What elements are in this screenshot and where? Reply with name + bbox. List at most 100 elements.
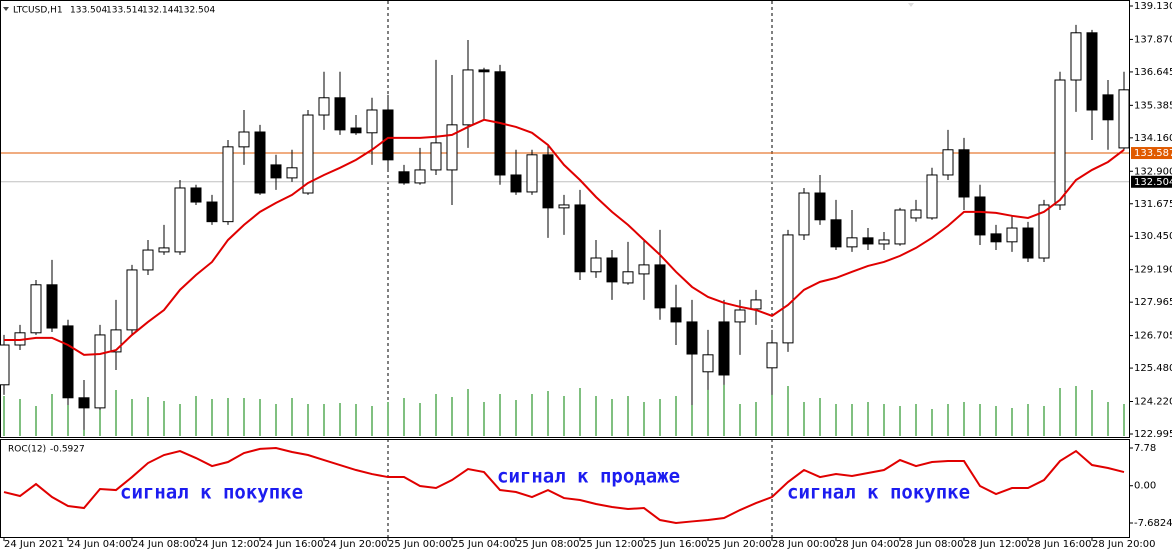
header-value: 132.504 [178,6,215,16]
header-value: 132.144 [142,6,179,16]
roc-line [3,446,1125,525]
candle-body [686,321,698,355]
candle-body [862,237,874,245]
candle-body [542,154,554,209]
header-value: 133.514 [106,6,143,16]
moving-average-line [4,118,1125,356]
candle-body [910,209,922,219]
y-tick-label: 122.995 [1134,429,1172,440]
x-tick-label: 28 Jun 12:00 [964,539,1028,550]
y-tick-label: -7.6824 [1134,518,1172,529]
chart-title: LTCUSD,H1 [13,6,63,16]
candle-body [1070,32,1082,81]
candle-body [766,342,778,369]
candle-body [110,329,122,353]
x-tick-label: 28 Jun 04:00 [836,539,900,550]
x-tick-label: 25 Jun 16:00 [644,539,708,550]
candle-body [398,171,410,184]
x-tick-label: 25 Jun 20:00 [708,539,772,550]
candle-body [942,149,954,176]
y-tick-label: 0.00 [1134,481,1156,492]
y-tick-label: 124.220 [1134,397,1172,408]
candle-body [830,219,842,248]
scroll-marker [908,3,914,7]
x-tick-label: 28 Jun 00:00 [772,539,836,550]
candle-body [286,167,298,179]
x-tick-label: 25 Jun 04:00 [452,539,516,550]
candle-body [462,69,474,126]
annotation: сигнал к покупке [120,482,303,504]
x-tick-label: 25 Jun 12:00 [580,539,644,550]
candle-body [334,97,346,131]
candle-body [782,234,794,344]
candle-body [558,204,570,209]
candle-body [62,325,74,399]
candle-body [654,264,666,309]
y-tick-label: 130.450 [1134,231,1172,242]
candle-body [0,344,10,386]
candle-body [974,196,986,236]
x-tick-label: 25 Jun 08:00 [516,539,580,550]
candle-body [430,142,442,171]
header-value: 133.504 [70,6,107,16]
candle-body [350,127,362,134]
candle-body [46,284,58,329]
candle-body [574,204,586,273]
candle-body [638,264,650,275]
x-tick-label: 24 Jun 04:00 [68,539,132,550]
candle-body [670,307,682,323]
candle-body [734,309,746,323]
indicator-header-value: -0.5927 [50,445,85,455]
candle-body [254,131,266,194]
candle-body [222,146,234,223]
candle-body [798,192,810,236]
y-tick-label: 139.130 [1134,1,1172,12]
y-tick-label: 126.705 [1134,331,1172,342]
y-tick-label: 132.900 [1134,166,1172,177]
candle-body [126,269,138,331]
candle-body [958,149,970,198]
candle-body [1022,227,1034,259]
candle-body [414,169,426,184]
price-level-label: 132.504 [1134,177,1172,188]
x-tick-label: 28 Jun 08:00 [900,539,964,550]
main-panel-frame [0,0,1130,438]
candle-body [94,334,106,409]
x-tick-label: 25 Jun 00:00 [388,539,452,550]
y-tick-label: 134.160 [1134,133,1172,144]
x-tick-label: 24 Jun 08:00 [132,539,196,550]
x-tick-label: 24 Jun 16:00 [260,539,324,550]
x-tick-label: 24 Jun 20:00 [324,539,388,550]
candle-body [142,249,154,271]
candle-body [510,174,522,193]
candle-body [606,257,618,283]
y-tick-label: 127.965 [1134,297,1172,308]
candle-body [702,354,714,373]
candle-body [926,174,938,219]
candle-body [1038,204,1050,259]
candle-body [814,192,826,221]
x-tick-label: 24 Jun 12:00 [196,539,260,550]
candle-body [894,209,906,245]
candle-body [878,239,890,245]
price-level-label: 133.587 [1134,148,1172,159]
candle-body [446,124,458,171]
annotation: сигнал к покупке [787,482,970,504]
candle-body [30,284,42,334]
candle-body [1006,227,1018,243]
candle-body [1102,94,1114,121]
indicator-title: ROC(12) [8,445,46,455]
candle-body [1054,79,1066,206]
candle-body [158,247,170,253]
symbol-icon [3,7,9,11]
candle-body [302,114,314,194]
candle-body [1118,89,1130,149]
price-level-label-bg [1131,175,1172,188]
candle-body [190,187,202,203]
y-tick-label: 131.675 [1134,199,1172,210]
annotation: сигнал к продаже [497,466,680,488]
candle-body [78,397,90,409]
